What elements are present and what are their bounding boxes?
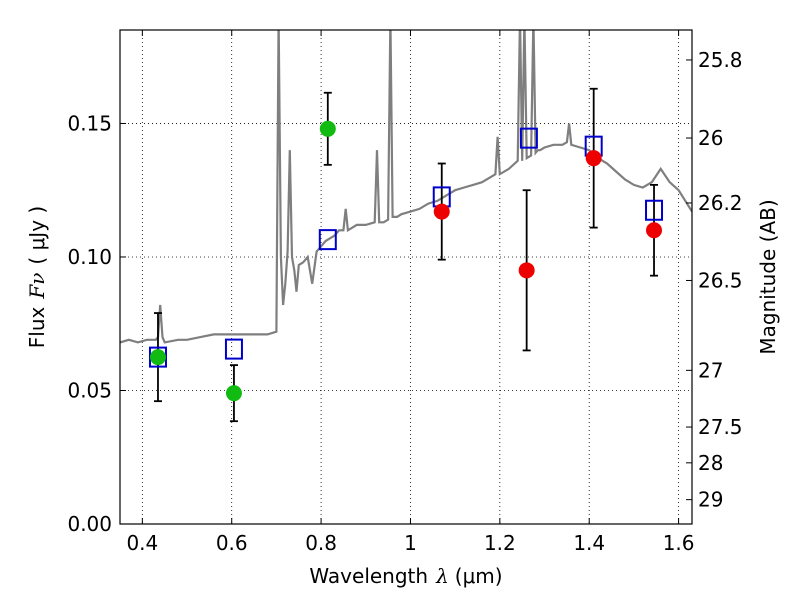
x-tick-label: 1.6 xyxy=(663,531,695,555)
x-axis-title-unit: (μm) xyxy=(455,564,503,588)
observed_optical-point xyxy=(149,349,166,366)
y-axis-title-symbol: Fν xyxy=(25,273,49,300)
observed_optical-point xyxy=(225,385,242,402)
y-axis-title-prefix: Flux xyxy=(25,306,49,348)
grid-lines xyxy=(120,30,692,524)
y-tick-label: 0.15 xyxy=(67,111,112,135)
x-tick-label: 0.4 xyxy=(126,531,158,555)
mag-tick-label: 27 xyxy=(698,358,723,382)
model-photometry-point xyxy=(318,229,337,251)
spectrum-layer xyxy=(120,30,692,344)
mag-tick-label: 26 xyxy=(698,126,723,150)
right-axis-title: Magnitude (AB) xyxy=(756,199,780,354)
spectrum-line xyxy=(120,30,692,344)
mag-tick-label: 28 xyxy=(698,451,723,475)
x-axis-title: Wavelength λ (μm) xyxy=(309,564,502,588)
y-axis-title-unit: ( μJy ) xyxy=(25,206,49,265)
y-axis-title: Flux Fν ( μJy ) xyxy=(25,206,49,348)
x-tick-label: 1.2 xyxy=(484,531,516,555)
model-photometry-point xyxy=(645,199,664,221)
ticks-layer: 0.4 0.6 0.8 1 1.2 1.4 1.6 0.00 0.05 0.10 0.15 25.8 2… xyxy=(67,30,743,555)
y-tick-label: 0.05 xyxy=(67,378,112,402)
model-photometry-point xyxy=(224,338,243,360)
x-axis-title-prefix: Wavelength xyxy=(309,564,428,588)
x-tick-label: 1.4 xyxy=(573,531,605,555)
mag-tick-label: 25.8 xyxy=(698,48,743,72)
observed_nir-point xyxy=(646,222,663,239)
mag-tick-label: 27.5 xyxy=(698,415,743,439)
x-axis-title-symbol: λ xyxy=(435,564,449,588)
model-photometry-point xyxy=(519,127,538,149)
y-tick-label: 0.10 xyxy=(67,245,112,269)
observed_nir-point xyxy=(433,203,450,220)
y-tick-label: 0.00 xyxy=(67,512,112,536)
x-tick-label: 1 xyxy=(404,531,417,555)
mag-tick-label: 26.2 xyxy=(698,191,743,215)
x-tick-label: 0.6 xyxy=(216,531,248,555)
x-tick-label: 0.8 xyxy=(305,531,337,555)
plot-frame xyxy=(119,29,693,525)
errorbar-layer xyxy=(153,87,659,423)
observed_nir-point xyxy=(518,262,535,279)
mag-tick-label: 29 xyxy=(698,488,723,512)
points-layer xyxy=(148,120,664,402)
mag-tick-label: 26.5 xyxy=(698,268,743,292)
observed_optical-point xyxy=(319,120,336,137)
observed_nir-point xyxy=(585,150,602,167)
